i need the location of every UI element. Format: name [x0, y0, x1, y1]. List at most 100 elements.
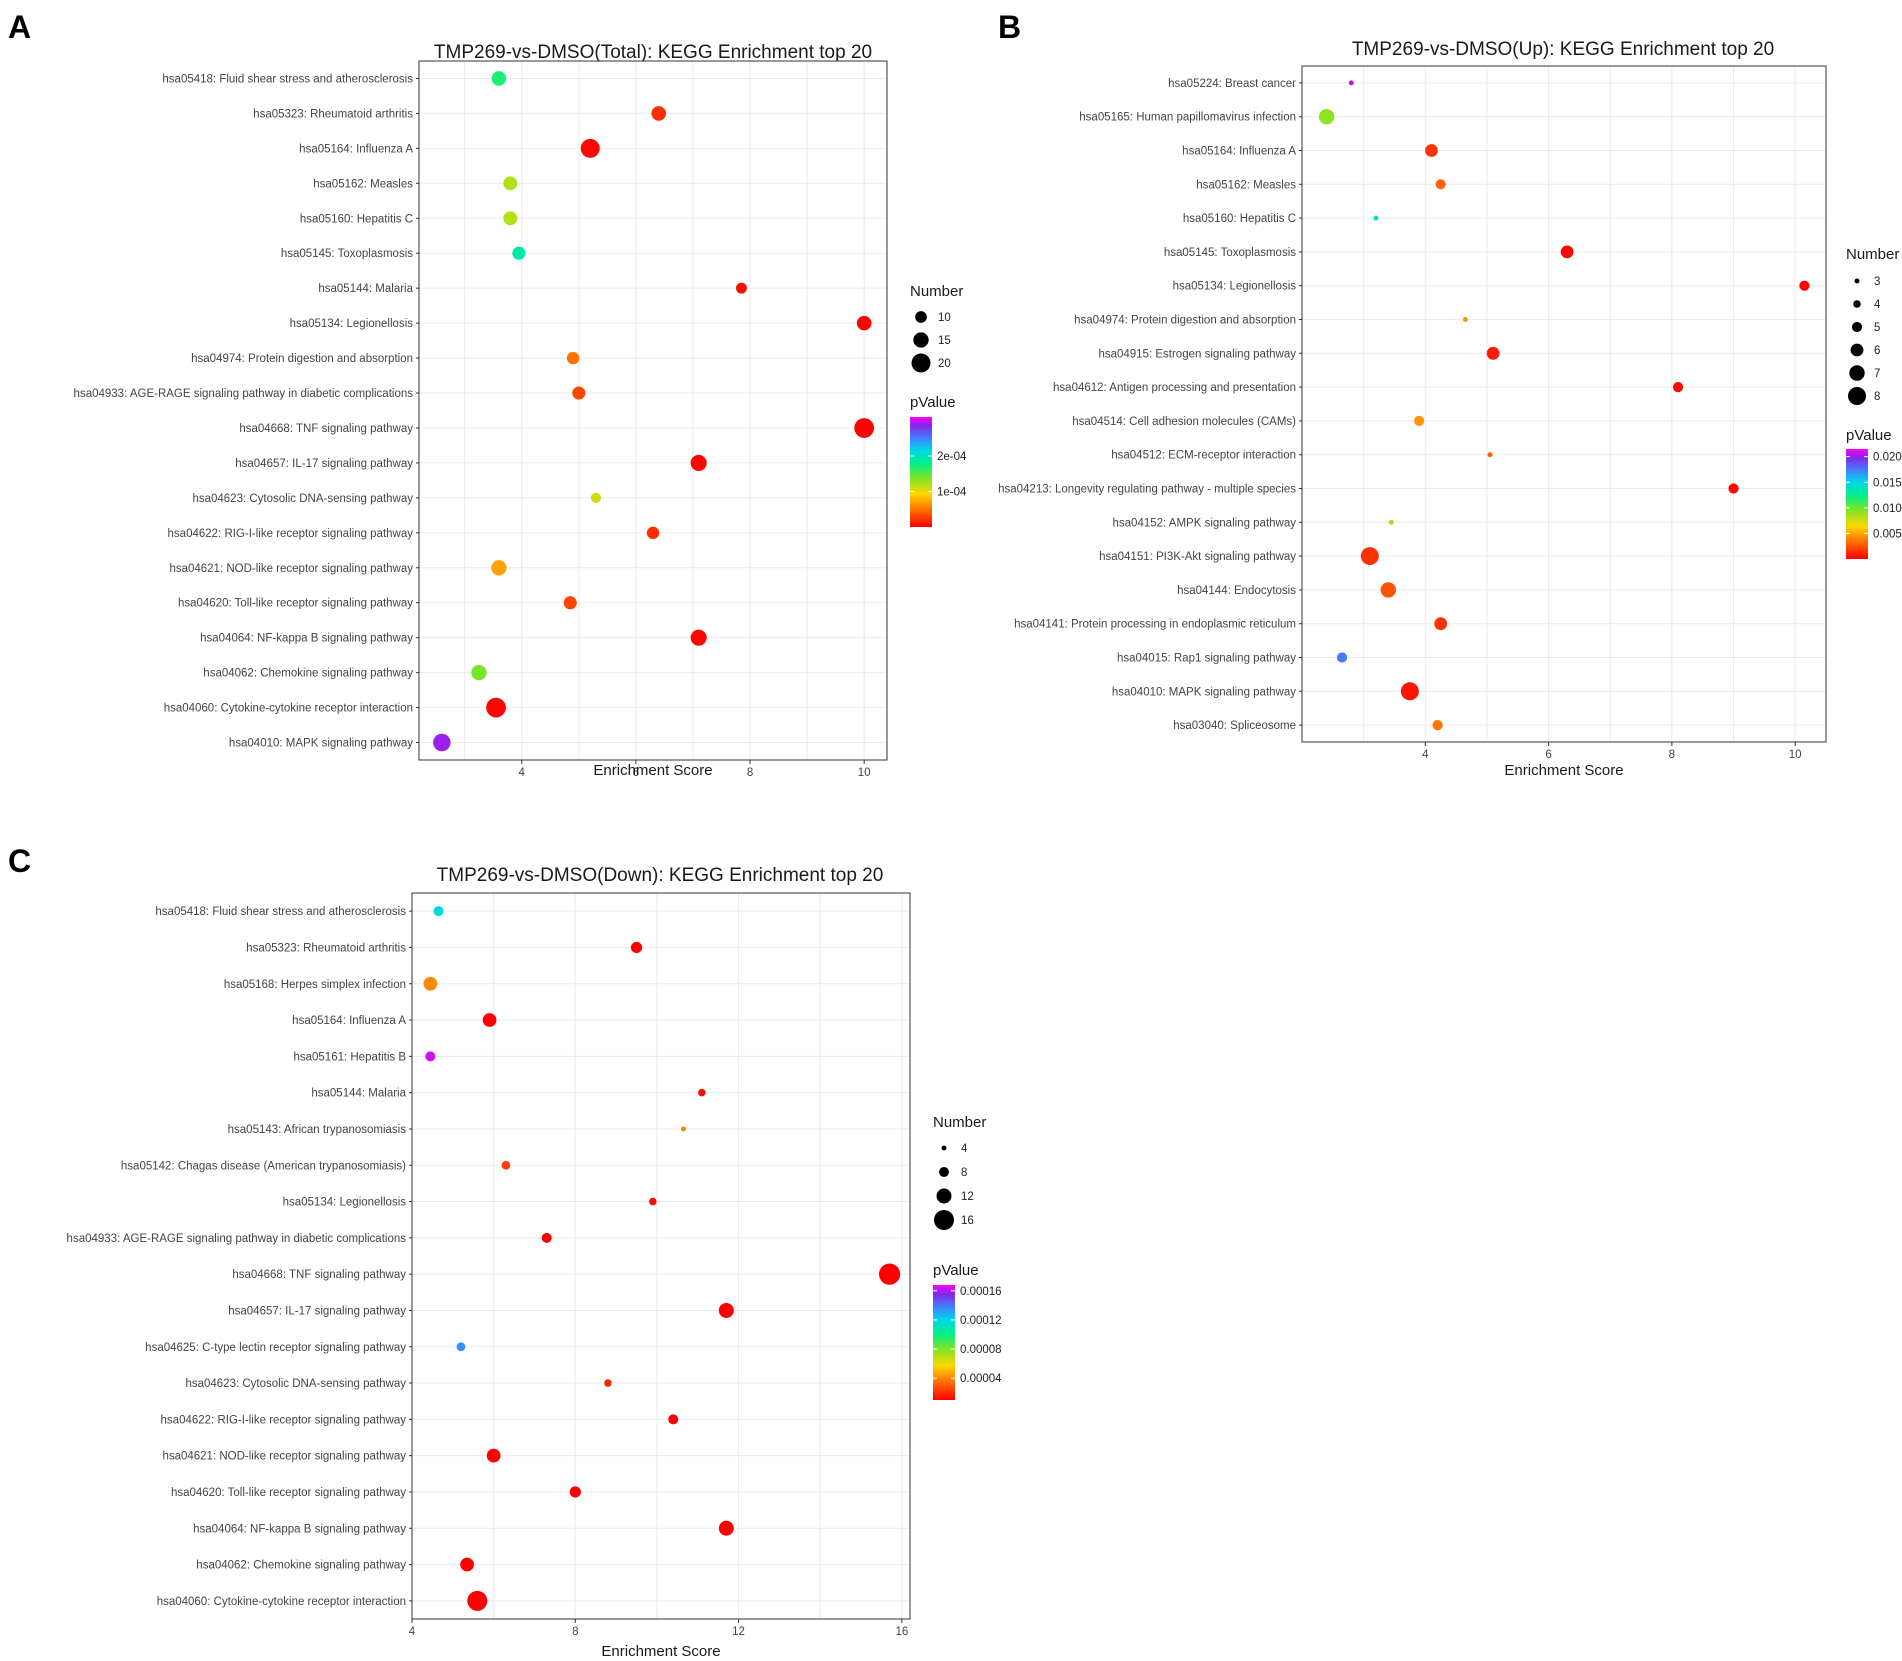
x-tick-label-b: 4	[1422, 749, 1429, 761]
data-point-b	[1560, 245, 1574, 259]
panel-letter-a: A	[8, 9, 31, 45]
color-legend-label-b: 0.015	[1873, 477, 1902, 489]
y-tick-label-a: hsa04623: Cytosolic DNA-sensing pathway	[192, 493, 413, 505]
chart-panel-a: TMP269-vs-DMSO(Total): KEGG Enrichment t…	[74, 42, 967, 779]
chart-panel-c: TMP269-vs-DMSO(Down): KEGG Enrichment to…	[67, 865, 1003, 1660]
y-tick-label-b: hsa05134: Legionellosis	[1173, 281, 1297, 293]
data-point-c	[482, 1013, 497, 1027]
size-legend-label-c: 12	[961, 1191, 974, 1203]
data-point-a	[503, 211, 518, 226]
x-tick-label-c: 12	[732, 1626, 745, 1638]
size-legend-key-b	[1848, 387, 1866, 405]
data-point-c	[718, 1520, 734, 1536]
size-legend-key-c	[941, 1145, 947, 1151]
data-point-c	[467, 1590, 488, 1611]
y-tick-label-b: hsa04010: MAPK signaling pathway	[1112, 686, 1296, 698]
size-legend-key-b	[1853, 300, 1861, 308]
data-point-c	[541, 1232, 552, 1243]
data-point-b	[1462, 317, 1468, 322]
data-point-a	[433, 733, 451, 752]
data-point-b	[1360, 547, 1379, 566]
y-tick-label-b: hsa04512: ECM-receptor interaction	[1111, 450, 1296, 462]
panel-letter-b: B	[998, 9, 1021, 45]
y-tick-label-a: hsa05144: Malaria	[318, 283, 413, 295]
data-point-b	[1728, 483, 1739, 494]
data-point-c	[456, 1342, 466, 1352]
data-point-b	[1348, 80, 1354, 86]
y-tick-label-b: hsa03040: Spliceosome	[1173, 720, 1296, 732]
y-tick-label-c: hsa04657: IL-17 signaling pathway	[228, 1305, 406, 1317]
data-point-c	[680, 1126, 686, 1132]
data-point-b	[1434, 617, 1448, 631]
size-legend-label-b: 5	[1874, 322, 1880, 334]
data-point-a	[590, 492, 602, 503]
size-legend-key-b	[1850, 343, 1864, 357]
y-tick-label-a: hsa05145: Toxoplasmosis	[281, 248, 413, 260]
data-point-b	[1388, 519, 1394, 525]
size-legend-label-a: 15	[938, 335, 951, 347]
size-legend-title-b: Number	[1846, 246, 1899, 263]
x-tick-label-a: 8	[747, 767, 753, 779]
x-tick-label-c: 4	[409, 1626, 416, 1638]
panel-letter-c: C	[8, 843, 31, 879]
x-tick-label-b: 10	[1789, 749, 1802, 761]
chart-panel-b: TMP269-vs-DMSO(Up): KEGG Enrichment top …	[998, 39, 1902, 779]
size-legend-label-b: 7	[1874, 368, 1880, 380]
y-tick-label-c: hsa05418: Fluid shear stress and atheros…	[155, 906, 406, 918]
data-point-a	[651, 106, 667, 121]
data-point-a	[563, 596, 577, 610]
data-point-b	[1373, 215, 1379, 221]
data-point-b	[1318, 109, 1335, 125]
color-legend-label-a: 2e-04	[937, 451, 967, 463]
size-legend-label-a: 20	[938, 358, 951, 370]
data-point-b	[1380, 582, 1397, 598]
data-point-b	[1799, 280, 1810, 291]
y-tick-label-c: hsa04625: C-type lectin receptor signali…	[145, 1342, 406, 1354]
y-tick-label-c: hsa04621: NOD-like receptor signaling pa…	[162, 1451, 406, 1463]
x-tick-label-a: 10	[858, 767, 871, 779]
data-point-a	[690, 454, 707, 471]
color-legend-title-b: pValue	[1846, 427, 1892, 444]
data-point-a	[491, 71, 507, 86]
y-tick-label-b: hsa04151: PI3K-Akt signaling pathway	[1099, 551, 1296, 563]
data-point-a	[491, 560, 507, 576]
color-legend-title-c: pValue	[933, 1262, 979, 1279]
size-legend-label-b: 3	[1874, 276, 1880, 288]
size-legend-key-c	[939, 1167, 949, 1177]
color-legend-label-c: 0.00004	[960, 1373, 1002, 1385]
color-legend-label-b: 0.020	[1873, 452, 1902, 464]
y-tick-label-a: hsa05162: Measles	[313, 178, 413, 190]
data-point-c	[878, 1263, 901, 1285]
plot-area-c	[412, 893, 910, 1619]
y-tick-label-b: hsa05145: Toxoplasmosis	[1164, 247, 1296, 259]
y-tick-label-a: hsa04621: NOD-like receptor signaling pa…	[169, 563, 413, 575]
y-tick-label-c: hsa05323: Rheumatoid arthritis	[246, 942, 406, 954]
color-legend-label-b: 0.005	[1873, 528, 1902, 540]
size-legend-label-c: 8	[961, 1167, 967, 1179]
data-point-c	[649, 1197, 657, 1206]
data-point-b	[1435, 179, 1446, 190]
data-point-c	[460, 1557, 474, 1572]
chart-title-c: TMP269-vs-DMSO(Down): KEGG Enrichment to…	[437, 865, 884, 886]
size-legend-label-c: 4	[961, 1143, 968, 1155]
data-point-b	[1486, 346, 1500, 360]
data-point-c	[423, 976, 438, 991]
x-axis-title-b: Enrichment Score	[1504, 762, 1623, 779]
color-legend-title-a: pValue	[910, 394, 956, 411]
y-tick-label-b: hsa05165: Human papillomavirus infection	[1079, 112, 1296, 124]
size-legend-title-c: Number	[933, 1114, 986, 1131]
data-point-c	[630, 941, 643, 954]
data-point-a	[854, 418, 875, 438]
color-legend-label-c: 0.00012	[960, 1315, 1002, 1327]
color-legend-label-c: 0.00016	[960, 1286, 1002, 1298]
y-tick-label-a: hsa05160: Hepatitis C	[300, 213, 413, 225]
plot-frame-a	[418, 60, 888, 761]
y-tick-label-a: hsa04668: TNF signaling pathway	[239, 423, 413, 435]
color-legend-bar-b	[1846, 449, 1868, 559]
data-point-a	[856, 315, 872, 331]
y-tick-label-a: hsa05323: Rheumatoid arthritis	[253, 108, 413, 120]
data-point-a	[572, 386, 586, 400]
data-point-a	[503, 176, 518, 191]
plot-frame-b	[1301, 65, 1827, 743]
